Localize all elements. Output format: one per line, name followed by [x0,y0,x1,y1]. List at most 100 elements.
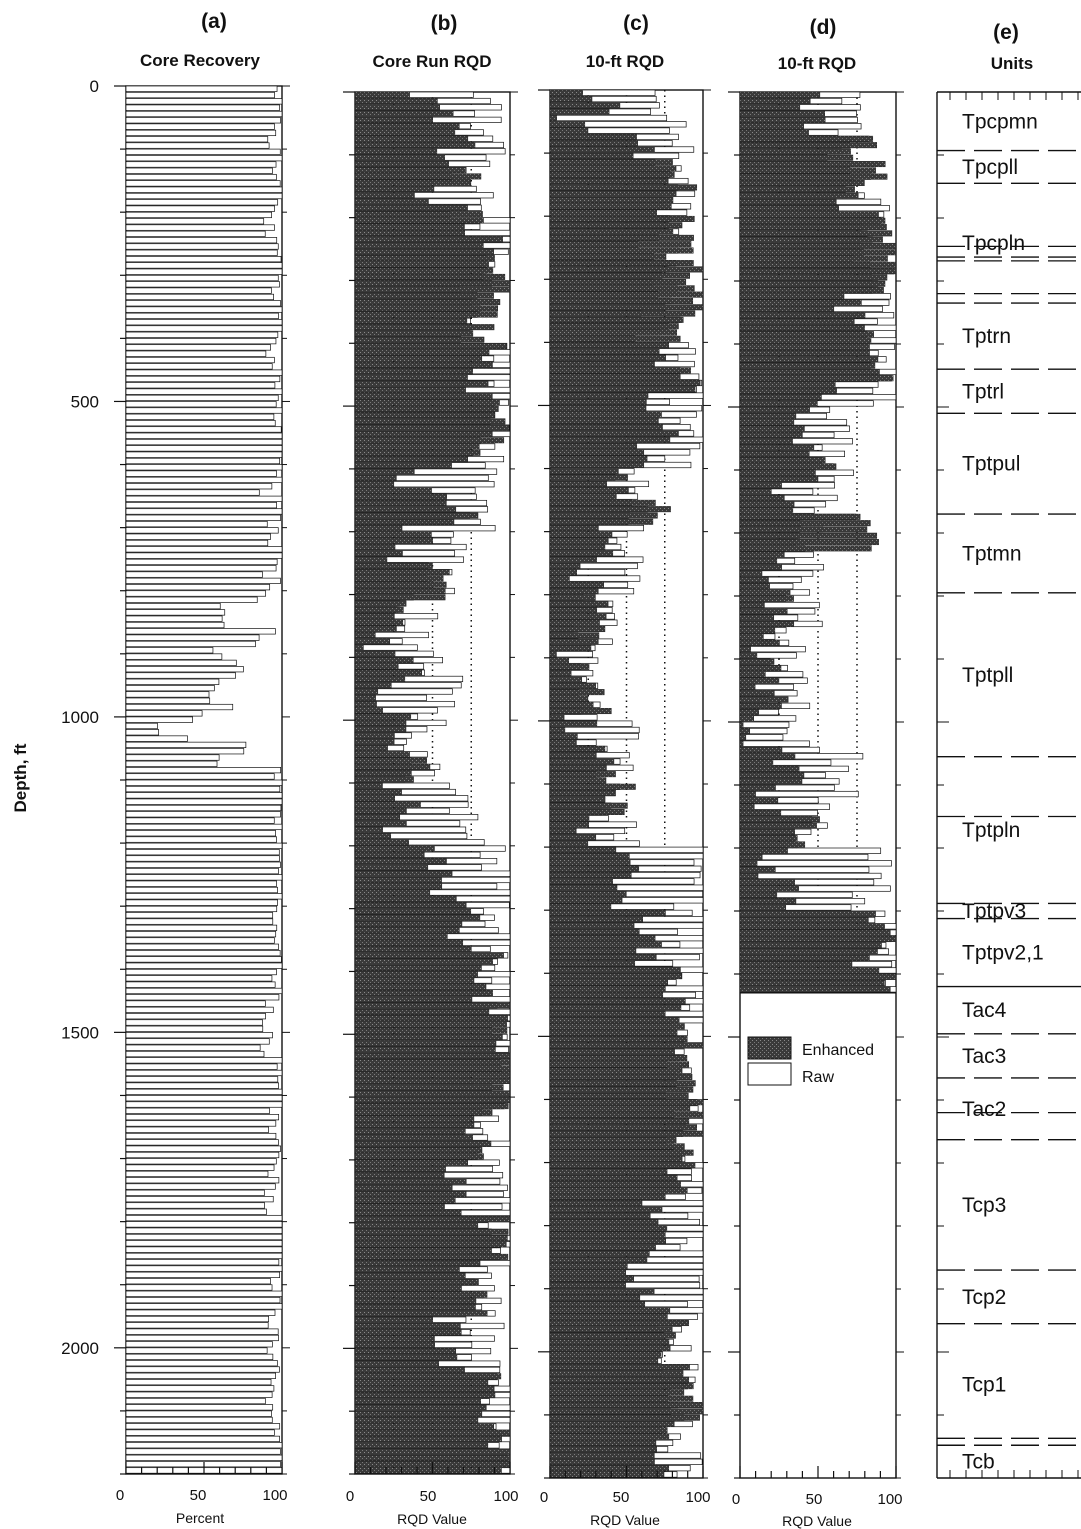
panel-d-raw-bar [739,734,784,741]
panel-c-letter: (c) [623,12,649,35]
panel-b-enhanced-bar [354,368,473,375]
panel-a-raw-bar [125,924,278,931]
panel-b-enhanced-bar [354,98,438,105]
panel-b-enhanced-bar [354,757,427,764]
panel-b-enhanced-bar [354,110,454,117]
panel-b-enhanced-bar [354,361,493,368]
panel-c-enhanced-bar [549,1092,689,1099]
panel-b-enhanced-bar [354,1235,508,1242]
panel-b-enhanced-bar [354,468,415,475]
panel-a-raw-bar [125,85,278,92]
panel-b-enhanced-bar [354,273,506,280]
panel-a-raw-bar [125,785,281,793]
panel-a-raw-bar [125,167,273,174]
panel-a-raw-bar [125,476,283,484]
panel-c-enhanced-bar [549,1004,682,1011]
panel-a-raw-bar [125,1214,283,1222]
panel-a-raw-bar [125,1202,265,1209]
panel-a-raw-bar [125,413,275,420]
panel-b-enhanced-bar [354,789,402,796]
panel-c-enhanced-bar [549,178,669,185]
panel-d-enhanced-bar [739,116,826,123]
panel-a-raw-bar [125,287,272,294]
panel-c-enhanced-bar [549,354,666,361]
panel-a-raw-bar [125,1360,278,1367]
legend-raw-swatch [747,1062,792,1086]
panel-c-enhanced-bar [549,878,613,885]
panel-a-raw-bar [125,155,283,162]
panel-a-raw-bar [125,161,277,168]
panel-b-enhanced-bar [354,1429,511,1436]
panel-a-raw-bar [125,123,275,130]
depth-tick-label: 500 [71,392,99,411]
panel-d-enhanced-bar [739,249,897,256]
panel-a-x-tick-label: 50 [190,1487,207,1504]
panel-c-enhanced-bar [549,1061,689,1068]
panel-c-enhanced-bar [549,1301,646,1308]
panel-c-enhanced-bar [549,701,594,708]
panel-d-enhanced-bar [739,268,897,275]
depth-tick-label: 1500 [61,1023,99,1042]
panel-a-raw-bar [125,211,272,219]
panel-b-enhanced-bar [354,185,435,192]
panel-a-raw-bar [125,760,218,767]
panel-c-enhanced-bar [549,903,612,910]
panel-a-raw-bar [125,811,281,818]
panel-b-enhanced-bar [354,462,452,469]
panel-c-enhanced-bar [549,594,596,601]
panel-a-raw-bar [125,1284,273,1291]
panel-a-raw-bar [125,502,277,509]
panel-c-enhanced-bar [549,260,694,267]
panel-b-enhanced-bar [354,217,484,224]
panel-b-enhanced-bar [354,575,444,582]
panel-c-enhanced-bar [549,619,600,626]
panel-c-enhanced-bar [549,386,696,393]
panel-b-raw-bar [354,644,418,651]
panel-a-raw-bar [125,470,277,477]
panel-d-enhanced-bar [739,110,825,117]
panel-a-raw-bar [125,874,283,881]
panel-c-enhanced-bar [549,733,578,740]
panel-d-enhanced-bar [739,274,888,281]
panel-b-x-tick-label: 50 [420,1488,437,1505]
panel-b-enhanced-bar [354,1027,508,1034]
panel-b-enhanced-bar [354,738,395,745]
panel-a-raw-bar [125,464,283,471]
panel-b-enhanced-bar [354,851,425,858]
panel-d-enhanced-bar [739,526,868,533]
panel-c-enhanced-bar [549,1029,678,1036]
panel-b-enhanced-bar [354,933,448,940]
panel-c-enhanced-bar [549,1200,643,1207]
panel-c-enhanced-bar [549,821,589,828]
panel-b-enhanced-bar [354,349,490,356]
panel-b-enhanced-bar [354,1404,487,1411]
panel-d-x-tick-label: 0 [732,1491,740,1508]
panel-b-enhanced-bar [354,1184,453,1191]
panel-b-enhanced-bar [354,424,510,431]
panel-b-enhanced-bar [354,1272,466,1279]
panel-d-enhanced-bar [739,847,788,854]
panel-a-raw-bar [125,1353,274,1360]
panel-c-enhanced-bar [549,1458,655,1465]
panel-a-raw-bar [125,1442,283,1449]
panel-a-raw-bar [125,192,283,200]
panel-a-raw-bar [125,104,280,111]
panel-d-enhanced-bar [739,683,756,690]
panel-a-raw-bar [125,1145,281,1152]
panel-c-enhanced-bar [549,689,605,696]
panel-c-enhanced-bar [549,1036,688,1043]
panel-d-enhanced-bar [739,154,854,161]
panel-b-enhanced-bar [354,343,507,350]
panel-a-raw-bar [125,905,278,913]
panel-c-enhanced-bar [549,1168,668,1175]
panel-c-enhanced-bar [549,1307,671,1314]
panel-a-raw-bar [125,457,281,465]
panel-a-raw-bar [125,968,277,976]
panel-b-enhanced-bar [354,1134,473,1141]
panel-a-raw-bar [125,798,283,805]
panel-d-enhanced-bar [739,665,782,672]
panel-b-enhanced-bar [354,1034,503,1041]
panel-b-enhanced-bar [354,123,460,130]
panel-c-enhanced-bar [549,373,681,380]
panel-c-enhanced-bar [549,771,616,778]
